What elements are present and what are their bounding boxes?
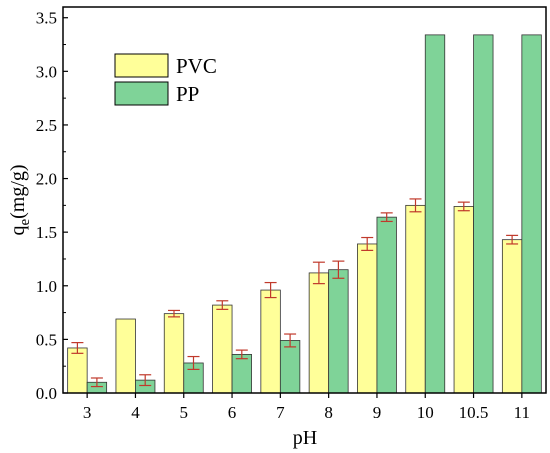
y-tick-label: 2.0 bbox=[36, 170, 57, 189]
y-tick-label: 3.0 bbox=[36, 62, 57, 81]
x-tick-label: 6 bbox=[228, 403, 237, 422]
x-tick-label: 5 bbox=[180, 403, 189, 422]
error-bar-pvc-5 bbox=[168, 309, 180, 318]
bar-pvc-8 bbox=[308, 272, 330, 394]
plot-frame bbox=[62, 6, 547, 394]
bars-layer bbox=[67, 34, 542, 394]
bar-pvc-11 bbox=[501, 239, 523, 394]
bar-pvc-5 bbox=[163, 313, 185, 394]
error-bar-pp-9 bbox=[380, 212, 393, 223]
x-tick-label: 10.5 bbox=[459, 403, 489, 422]
x-tick-label: 4 bbox=[131, 403, 140, 422]
bar-pvc-10.5 bbox=[453, 206, 474, 394]
error-bar-pp-6 bbox=[235, 349, 248, 360]
y-axis-title-units: (mg/g) bbox=[7, 164, 29, 218]
y-axis: 0.0 0.5 1.0 1.5 2.0 2.5 3.0 3.5 bbox=[36, 9, 68, 403]
error-bar-pp-7 bbox=[284, 333, 297, 348]
y-axis-title: qe(mg/g) bbox=[7, 164, 33, 235]
y-tick-label: 1.0 bbox=[36, 277, 57, 296]
y-axis-title-subscript: e bbox=[17, 219, 33, 226]
x-tick-label: 8 bbox=[324, 403, 333, 422]
error-bar-pp-4 bbox=[139, 374, 152, 387]
x-axis: 3 4 5 6 7 8 9 10 10.5 11 bbox=[83, 393, 530, 422]
error-bar-pp-8 bbox=[332, 260, 345, 279]
bar-pvc-6 bbox=[212, 304, 233, 394]
x-tick-label: 7 bbox=[276, 403, 285, 422]
bar-pvc-4 bbox=[115, 318, 136, 394]
y-tick-label: 3.5 bbox=[36, 9, 57, 28]
y-tick-label: 0.5 bbox=[36, 330, 57, 349]
bar-pp-11 bbox=[521, 34, 542, 394]
legend-swatch-pvc bbox=[114, 53, 169, 78]
y-tick-label: 0.0 bbox=[36, 384, 57, 403]
x-tick-label: 10 bbox=[417, 403, 434, 422]
x-tick-label: 3 bbox=[83, 403, 92, 422]
y-axis-title-q: q bbox=[7, 226, 29, 236]
bar-pp-9 bbox=[376, 216, 397, 394]
bar-pvc-7 bbox=[260, 289, 281, 394]
x-tick-label: 9 bbox=[373, 403, 382, 422]
bar-pvc-3 bbox=[67, 347, 88, 394]
legend: PVC PP bbox=[114, 53, 217, 106]
bar-pp-7 bbox=[279, 340, 301, 394]
bar-pvc-10 bbox=[405, 204, 426, 394]
error-bar-pvc-8 bbox=[312, 261, 325, 285]
bar-pp-10 bbox=[424, 34, 446, 394]
x-axis-title: pH bbox=[293, 427, 317, 449]
error-bars-layer bbox=[71, 198, 519, 388]
error-bar-pvc-11 bbox=[506, 234, 519, 245]
y-tick-label: 2.5 bbox=[36, 116, 57, 135]
error-bar-pvc-7 bbox=[264, 281, 277, 299]
x-tick-label: 11 bbox=[514, 403, 530, 422]
bar-pvc-9 bbox=[357, 243, 378, 394]
error-bar-pvc-10.5 bbox=[457, 201, 470, 212]
y-tick-label: 1.5 bbox=[36, 223, 57, 242]
error-bar-pp-3 bbox=[90, 377, 103, 388]
error-bar-pvc-9 bbox=[361, 236, 374, 251]
error-bar-pvc-10 bbox=[409, 198, 422, 213]
bar-pp-8 bbox=[328, 269, 349, 394]
bar-pp-6 bbox=[231, 353, 252, 394]
error-bar-pvc-3 bbox=[71, 342, 84, 354]
legend-label-pp: PP bbox=[176, 82, 199, 106]
bar-pp-10.5 bbox=[473, 34, 494, 394]
error-bar-pp-5 bbox=[187, 355, 200, 371]
legend-swatch-pp bbox=[114, 81, 169, 106]
legend-label-pvc: PVC bbox=[176, 54, 217, 78]
error-bar-pvc-6 bbox=[216, 300, 229, 310]
